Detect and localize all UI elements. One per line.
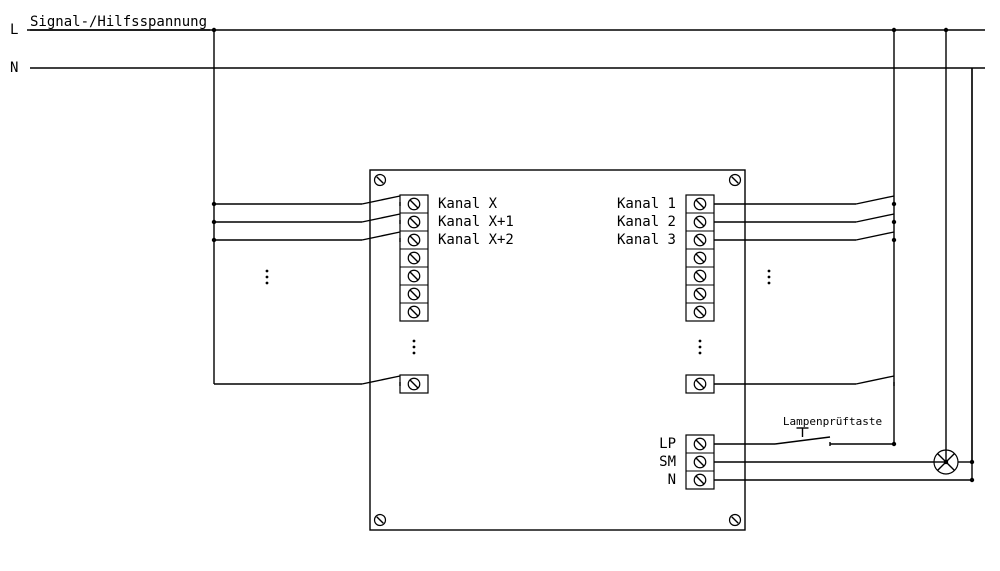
svg-text:Kanal 1: Kanal 1 bbox=[617, 196, 676, 212]
diagram-title: Signal-/Hilfsspannung bbox=[30, 14, 207, 30]
svg-text:L: L bbox=[10, 22, 18, 38]
aux-terminal-block: LP SM N bbox=[659, 435, 714, 489]
svg-text:N: N bbox=[668, 472, 676, 488]
device-panel bbox=[370, 170, 745, 530]
svg-text:Kanal X+2: Kanal X+2 bbox=[438, 232, 514, 248]
right-terminal-block: Kanal 1 Kanal 2 Kanal 3 bbox=[617, 195, 714, 321]
svg-text:Kanal 3: Kanal 3 bbox=[617, 232, 676, 248]
svg-text:SM: SM bbox=[659, 454, 676, 470]
svg-text:Kanal X+1: Kanal X+1 bbox=[438, 214, 514, 230]
svg-text:LP: LP bbox=[659, 436, 676, 452]
lp-button-label: Lampenprüftaste bbox=[783, 415, 882, 428]
svg-text:Kanal X: Kanal X bbox=[438, 196, 498, 212]
svg-text:N: N bbox=[10, 60, 18, 76]
left-terminal-block: Kanal X Kanal X+1 Kanal X+2 bbox=[400, 195, 514, 321]
svg-text:Kanal 2: Kanal 2 bbox=[617, 214, 676, 230]
left-terminal-last bbox=[400, 375, 428, 393]
right-terminal-last bbox=[686, 375, 714, 393]
